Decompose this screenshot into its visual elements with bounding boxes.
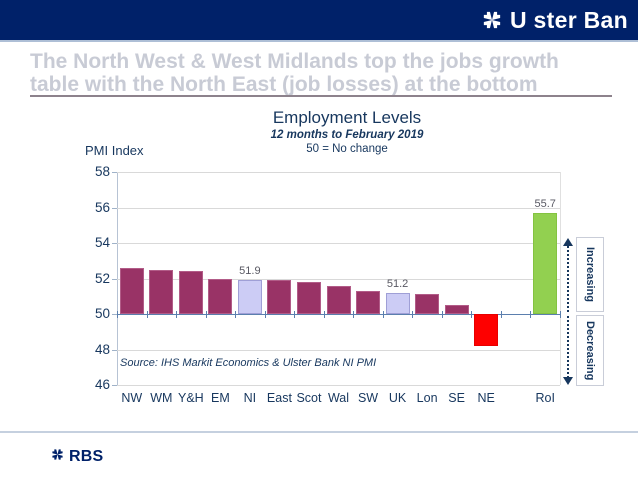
daisy-wheel-icon — [480, 8, 504, 32]
y-tick-label-56: 56 — [94, 199, 110, 215]
slide-title-line1: The North West & West Midlands top the j… — [30, 50, 559, 73]
x-axis-label-Scot: Scot — [296, 391, 322, 405]
plot-right-border — [560, 172, 561, 385]
y-tick-mark-54 — [112, 243, 117, 244]
y-tick-mark-50 — [112, 314, 117, 315]
increasing-label: Increasing — [576, 237, 604, 312]
axis-tick — [176, 311, 178, 318]
gridline-52 — [117, 278, 560, 280]
footer-divider — [0, 431, 638, 433]
source-note: Source: IHS Markit Economics & Ulster Ba… — [120, 357, 377, 369]
x-axis-label-UK: UK — [388, 391, 407, 405]
axis-tick — [560, 311, 561, 318]
bar-Lon — [415, 294, 440, 314]
bar-UK — [385, 292, 410, 314]
slide-title: The North West & West Midlands top the j… — [30, 50, 622, 96]
axis-tick — [146, 311, 148, 318]
arrow-up-icon — [563, 238, 573, 246]
axis-tick — [264, 311, 266, 318]
value-label-NI: 51.9 — [239, 265, 261, 278]
bar-Wal — [326, 285, 351, 314]
gridline-48 — [117, 349, 560, 351]
gridline-46 — [117, 385, 560, 386]
increasing-arrow-line — [567, 246, 569, 312]
bar-SW — [356, 290, 381, 314]
value-label-UK: 51.2 — [386, 277, 409, 290]
axis-tick — [412, 311, 414, 318]
x-axis-label-East: East — [266, 391, 292, 405]
bar-RoI — [533, 212, 558, 314]
bar-East — [267, 280, 292, 314]
gridline-56 — [117, 207, 560, 209]
rbs-logo: RBS — [50, 447, 103, 467]
x-axis-label-SW: SW — [357, 391, 379, 405]
y-tick-mark-52 — [112, 278, 117, 280]
y-axis-title: PMI Index — [85, 143, 144, 158]
x-axis-label-Y&H: Y&H — [177, 391, 204, 405]
y-tick-label-50: 50 — [94, 306, 110, 321]
axis-tick — [353, 311, 355, 318]
y-tick-mark-56 — [112, 207, 117, 209]
decreasing-label: Decreasing — [576, 315, 604, 386]
arrow-down-icon — [563, 377, 573, 385]
x-axis-label-NE: NE — [477, 391, 495, 405]
gridline-58 — [117, 172, 560, 173]
y-tick-mark-58 — [112, 172, 117, 173]
bar-Scot — [296, 282, 321, 314]
x-axis-label-NW: NW — [121, 391, 143, 405]
axis-tick — [235, 311, 237, 318]
gridline-54 — [117, 243, 560, 244]
x-axis-label-Wal: Wal — [327, 391, 350, 405]
x-axis-label-Lon: Lon — [416, 391, 438, 405]
axis-tick — [471, 311, 473, 318]
x-axis-label-SE: SE — [448, 391, 465, 405]
bar-EM — [208, 278, 233, 314]
axis-tick — [441, 311, 443, 318]
y-tick-label-54: 54 — [94, 235, 110, 250]
header-brand-text: U ster Ban — [509, 6, 628, 33]
y-tick-label-52: 52 — [94, 270, 110, 286]
decreasing-arrow-line — [567, 316, 569, 378]
bar-NW — [119, 267, 144, 314]
x-axis-label-NI: NI — [243, 391, 257, 405]
header-bar: U ster Ban — [0, 0, 638, 42]
ulster-bank-logo: U ster Ban — [480, 7, 628, 34]
value-label-RoI: 55.7 — [534, 197, 556, 210]
axis-tick — [500, 311, 502, 318]
bar-NI — [237, 280, 262, 314]
axis-tick — [530, 311, 532, 318]
x-axis-baseline — [117, 314, 560, 315]
axis-tick — [323, 311, 325, 318]
y-tick-label-48: 48 — [94, 341, 110, 357]
y-tick-mark-48 — [112, 349, 117, 351]
chart-subtitle-period: 12 months to February 2019 — [270, 129, 424, 141]
bar-Y&H — [178, 271, 203, 314]
x-axis-label-RoI: RoI — [535, 391, 555, 405]
chart-title: Employment Levels — [272, 108, 422, 127]
bar-SE — [444, 305, 469, 314]
daisy-wheel-icon — [50, 447, 65, 467]
y-tick-label-58: 58 — [94, 164, 110, 179]
chart-subtitle-nochange: 50 = No change — [306, 143, 388, 155]
y-tick-label-46: 46 — [94, 377, 110, 392]
slide-title-line2: table with the North East (job losses) a… — [30, 73, 538, 97]
axis-tick — [205, 311, 207, 318]
axis-tick — [294, 311, 296, 318]
title-underline — [30, 95, 612, 97]
axis-tick — [117, 311, 118, 318]
y-tick-mark-46 — [112, 385, 117, 386]
bar-NE — [474, 314, 499, 346]
footer-brand-text: RBS — [69, 448, 104, 465]
axis-tick — [382, 311, 384, 318]
x-axis-label-WM: WM — [150, 391, 173, 405]
bar-WM — [149, 269, 174, 314]
x-axis-label-EM: EM — [210, 391, 230, 405]
